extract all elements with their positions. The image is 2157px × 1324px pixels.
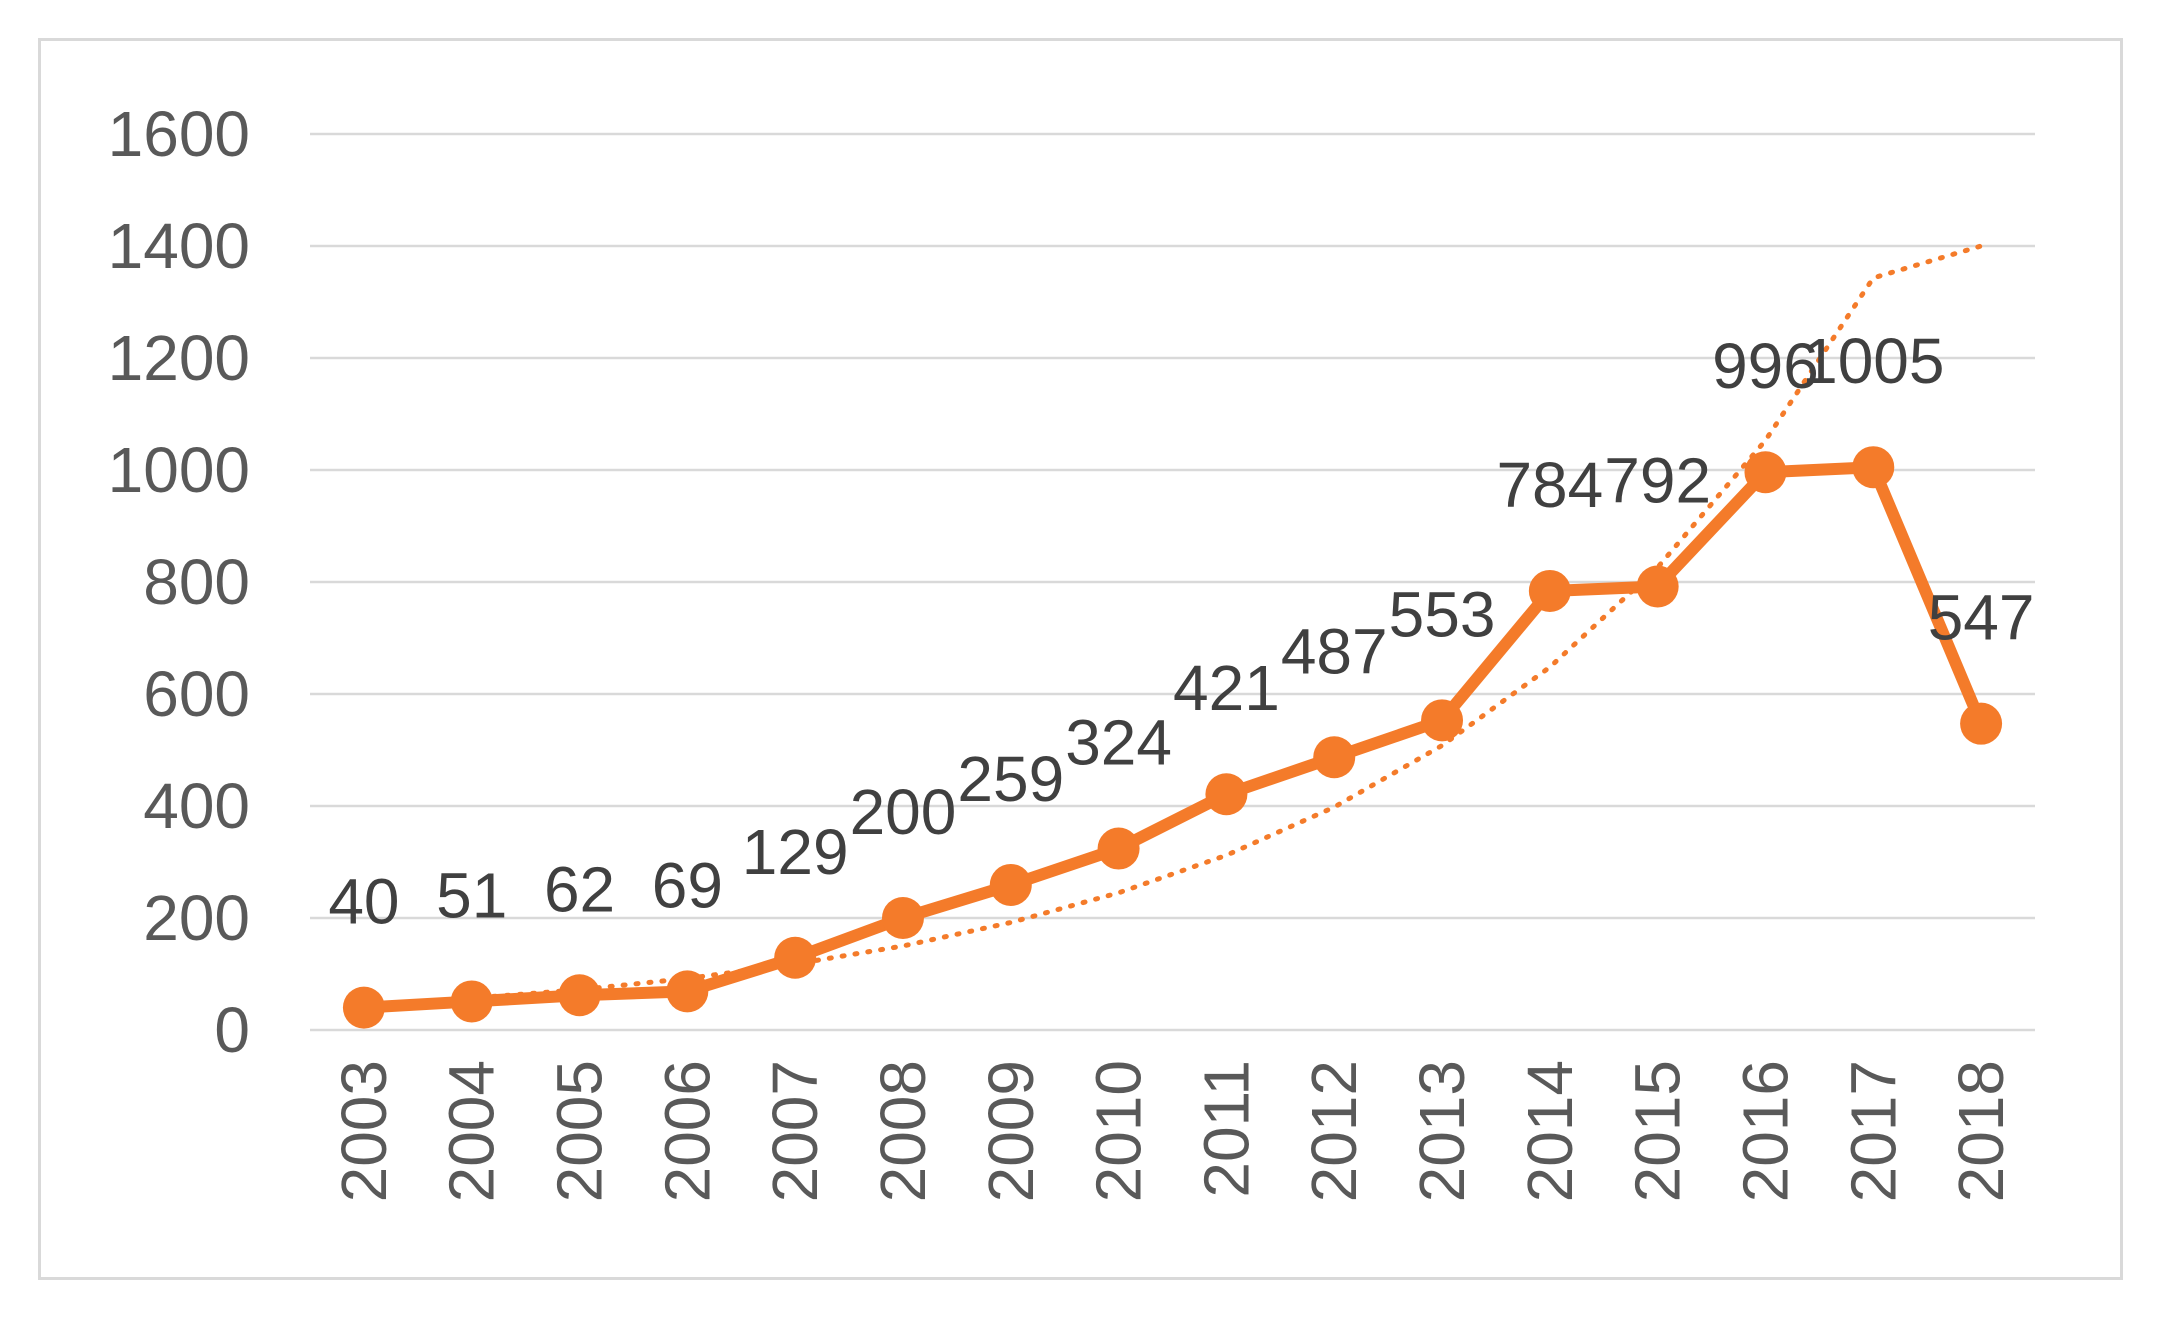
data-label-2006: 69 bbox=[652, 849, 723, 921]
y-tick-label: 600 bbox=[143, 658, 250, 730]
data-label-2017: 1005 bbox=[1802, 325, 1944, 397]
data-label-2004: 51 bbox=[436, 859, 507, 931]
data-point-2013 bbox=[1421, 699, 1464, 742]
x-tick-label: 2014 bbox=[1514, 1060, 1586, 1202]
x-tick-label: 2007 bbox=[759, 1060, 831, 1202]
y-tick-label: 800 bbox=[143, 546, 250, 618]
exponential-trendline bbox=[361, 243, 1984, 1008]
y-tick-label: 400 bbox=[143, 770, 250, 842]
data-point-2014 bbox=[1528, 569, 1571, 612]
data-point-2006 bbox=[666, 970, 709, 1013]
data-point-2003 bbox=[342, 986, 385, 1029]
data-point-2011 bbox=[1205, 773, 1248, 816]
x-tick-label: 2005 bbox=[544, 1060, 616, 1202]
data-point-2012 bbox=[1313, 736, 1356, 779]
data-label-2018: 547 bbox=[1928, 582, 2035, 654]
x-tick-label: 2010 bbox=[1083, 1060, 1155, 1202]
series-line bbox=[363, 461, 1987, 1014]
x-tick-label: 2012 bbox=[1298, 1060, 1370, 1202]
y-axis: 0 200 400 600 800 1000 1200 1400 1600 bbox=[108, 98, 250, 1066]
x-tick-label: 2008 bbox=[867, 1060, 939, 1202]
trendline-layer bbox=[361, 243, 1984, 1008]
data-label-2013: 553 bbox=[1389, 578, 1496, 650]
data-label-2005: 62 bbox=[544, 853, 615, 925]
x-tick-label: 2011 bbox=[1190, 1060, 1262, 1198]
data-point-2010 bbox=[1097, 827, 1140, 870]
data-label-2014: 784 bbox=[1496, 449, 1603, 521]
data-point-2008 bbox=[881, 897, 924, 939]
y-tick-label: 200 bbox=[143, 882, 250, 954]
y-tick-label: 1400 bbox=[108, 210, 250, 282]
x-tick-label: 2018 bbox=[1945, 1060, 2017, 1202]
data-point-2018 bbox=[1960, 702, 2003, 745]
x-tick-label: 2003 bbox=[328, 1060, 400, 1202]
y-tick-label: 1200 bbox=[108, 322, 250, 394]
x-tick-label: 2015 bbox=[1622, 1060, 1694, 1202]
data-point-2007 bbox=[774, 936, 817, 979]
data-point-2015 bbox=[1636, 565, 1679, 608]
x-axis: 2003 2004 2005 2006 2007 2008 2009 2010 2011 2012… bbox=[328, 1060, 2017, 1202]
series-layer bbox=[342, 446, 2003, 1029]
y-tick-label: 1000 bbox=[108, 434, 250, 506]
x-tick-label: 2006 bbox=[651, 1060, 723, 1202]
data-label-2015: 792 bbox=[1604, 444, 1711, 516]
data-label-2009: 259 bbox=[957, 743, 1064, 815]
data-label-2012: 487 bbox=[1281, 615, 1388, 687]
x-tick-label: 2004 bbox=[436, 1060, 508, 1202]
y-tick-label: 0 bbox=[214, 994, 250, 1066]
data-point-2009 bbox=[989, 863, 1032, 906]
data-label-2008: 200 bbox=[850, 776, 957, 848]
data-point-2005 bbox=[558, 974, 601, 1017]
data-point-2017 bbox=[1852, 446, 1895, 489]
y-tick-label: 1600 bbox=[108, 98, 250, 170]
data-point-2004 bbox=[450, 980, 493, 1023]
data-label-2016: 996 bbox=[1712, 330, 1819, 402]
x-tick-label: 2009 bbox=[975, 1060, 1047, 1202]
data-label-2010: 324 bbox=[1065, 707, 1172, 779]
data-label-2011: 421 bbox=[1173, 652, 1280, 724]
x-tick-label: 2017 bbox=[1837, 1060, 1909, 1202]
data-point-2016 bbox=[1744, 451, 1787, 494]
x-tick-label: 2013 bbox=[1406, 1060, 1478, 1202]
x-tick-label: 2016 bbox=[1729, 1060, 1801, 1202]
data-label-2003: 40 bbox=[328, 866, 399, 938]
data-label-2007: 129 bbox=[742, 816, 849, 888]
